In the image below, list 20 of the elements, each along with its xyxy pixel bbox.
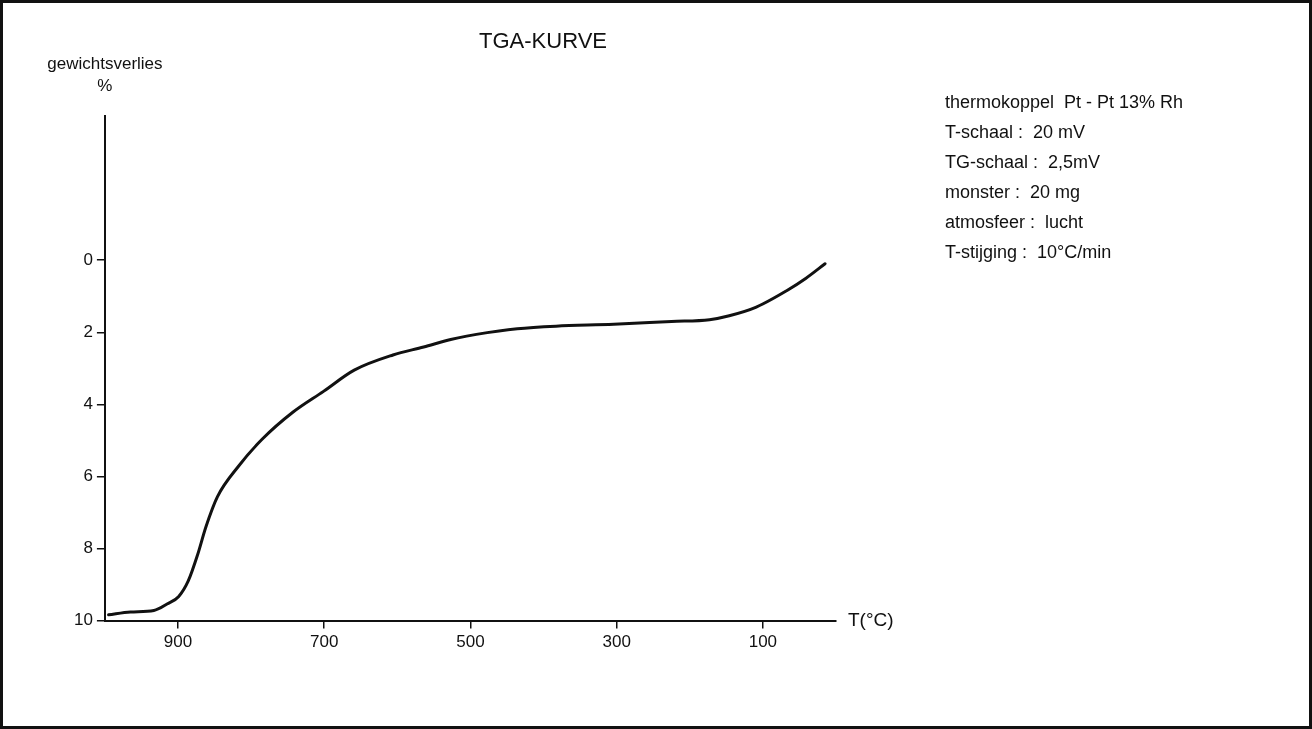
- y-tick-label: 4: [83, 394, 93, 414]
- y-tick-label: 0: [83, 249, 93, 269]
- text: TG-schaal : 2,5mV: [945, 151, 1101, 172]
- y-tick-label: 2: [83, 321, 93, 341]
- y-tick-label: 6: [83, 466, 93, 486]
- x-tick-label: 300: [602, 632, 631, 652]
- y-tick-label: 8: [83, 538, 93, 558]
- x-tick-label: 700: [310, 632, 339, 652]
- x-tick-label: 900: [163, 632, 193, 652]
- y-axis-title: gewichtsverlies %: [47, 53, 163, 95]
- text: atmosfeer : lucht: [945, 211, 1084, 232]
- text: T-schaal : 20 mV: [945, 121, 1086, 142]
- x-tick-label: 500: [456, 632, 485, 652]
- text: T-stijging : 10°C/min: [945, 241, 1112, 262]
- chart-title: TGA-KURVE: [479, 28, 607, 54]
- text: thermokoppel Pt - Pt 13% Rh: [945, 91, 1184, 112]
- x-tick-label: 100: [748, 632, 778, 652]
- x-axis-title: T(°C): [848, 608, 894, 630]
- text: monster : 20 mg: [945, 181, 1081, 202]
- y-tick-label: 10: [73, 610, 93, 630]
